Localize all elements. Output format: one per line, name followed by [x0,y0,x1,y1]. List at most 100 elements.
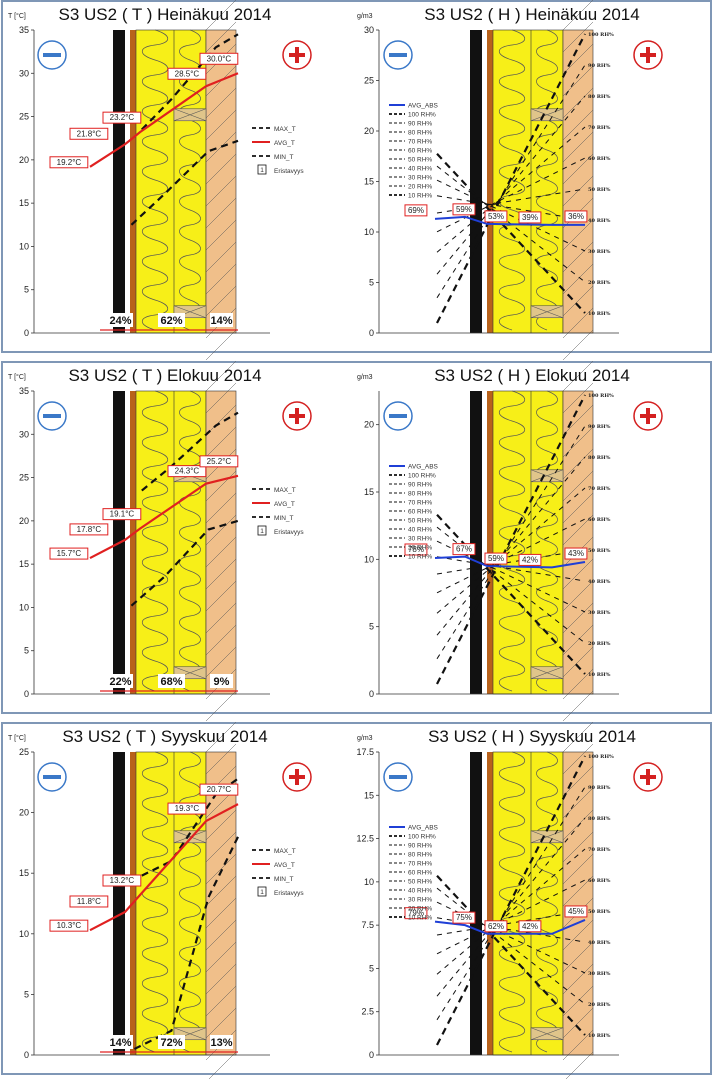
rh-curve [436,157,586,233]
legend-box-icon [257,164,267,175]
board-layer [130,30,136,333]
legend-label: 50 RH% [408,157,432,164]
stud-cross [530,469,564,483]
y-tick-label: 15 [19,868,29,878]
y-axis-label: g/m3 [357,374,373,381]
data-label-box [404,543,428,556]
data-label-box [564,547,588,560]
rh-curve [436,487,586,614]
data-label: 59% [456,205,472,214]
data-label-box [404,204,428,217]
legend-label: MAX_T [274,487,296,494]
air-gap-layer [482,752,487,1055]
data-label: 28.5°C [175,69,200,78]
y-tick-label: 15 [364,790,374,800]
percent-box [108,1035,133,1049]
rh-curve [436,456,586,636]
rh-curve [436,549,586,575]
chart-row-september: 0 5 10 15 20 25 S3 US2 ( T ) Syyskuu 2014 T [°C… [0,721,715,1079]
y-tick-label: 10 [19,929,29,939]
data-label-box [518,553,542,566]
percent-label: 9% [214,676,230,688]
stud-cross [173,108,207,122]
legend-label: Eristavyys [274,529,304,536]
legend-label: 100 RH% [408,112,436,119]
air-gap-layer [125,30,130,333]
percent-box [158,674,185,688]
vapour-barrier-layer [470,30,482,333]
y-tick-label: 10 [19,602,29,612]
data-label-box [452,203,476,216]
rh-scale-label: 30 RH% [588,249,611,255]
humidity-chart-july: 0 5 10 15 20 25 30 S3 US2 ( H ) Heinäkuu 2014 g/… [357,0,663,361]
rh-scale-label: 40 RH% [588,940,611,946]
rh-curve [436,179,586,252]
legend-label: 40 RH% [408,527,432,534]
legend-label: AVG_ABS [408,103,439,110]
y-axis-label: T [°C] [8,373,26,381]
percent-label: 14% [210,315,232,327]
legend-label: 30 RH% [408,897,432,904]
chart-title: S3 US2 ( T ) Heinäkuu 2014 [59,5,272,24]
data-label-box [518,920,542,933]
data-label-box [167,802,207,815]
y-tick-label: 0 [369,1050,374,1060]
percent-box [158,1035,185,1049]
temperature-chart-july: 0 5 10 15 20 25 30 35 S3 US2 ( T ) Heinäkuu 2014… [8,0,312,361]
air-gap-layer [482,30,487,333]
legend-label: 60 RH% [408,509,432,516]
legend-label: MIN_T [274,876,294,883]
rh-scale-label: 30 RH% [588,971,611,977]
y-tick-label: 15 [19,559,29,569]
legend-label: 100 RH% [408,473,436,480]
rh-curve [436,126,586,253]
temperature-chart-september: 0 5 10 15 20 25 S3 US2 ( T ) Syyskuu 2014 T [°C… [8,721,312,1079]
percent-box [210,674,233,688]
percent-label: 68% [160,676,182,688]
minus-icon [43,775,61,779]
data-label: 79% [408,909,424,918]
data-label-box [452,911,476,924]
wood-hatching [562,0,594,361]
y-tick-label: 5 [369,963,374,973]
data-label: 62% [488,922,504,931]
legend-label: 10 RH% [408,193,432,200]
rh-curve [436,910,586,936]
rh-curve [436,514,586,675]
stud-cross [530,666,564,680]
percent-label: 24% [109,315,131,327]
rh-curve [436,817,586,997]
rh-scale-label: 100 RH% [588,754,614,760]
y-axis-label: T [°C] [8,734,26,742]
legend-label: AVG_ABS [408,464,439,471]
y-tick-label: 2.5 [361,1007,374,1017]
rh-curve [436,153,586,314]
minus-icon [43,53,61,57]
avg-t-line [89,803,239,932]
plus-icon-v [646,408,650,424]
data-label-box [452,543,476,556]
data-label: 59% [488,554,504,563]
y-tick-label: 15 [364,177,374,187]
rh-scale-label: 10 RH% [588,311,611,317]
legend-box-number: 1 [260,528,264,535]
plus-icon-v [295,769,299,785]
y-tick-label: 17.5 [356,747,374,757]
data-label: 45% [568,907,584,916]
rh-curve [436,875,586,1036]
avg-abs-line [434,215,585,226]
insulation-pattern [141,751,201,1053]
data-label-box [69,523,109,536]
y-tick-label: 20 [19,516,29,526]
data-label-box [484,920,508,933]
air-gap-layer [125,391,130,694]
rh-curve [436,518,586,594]
data-label: 30.0°C [207,54,232,63]
y-tick-label: 30 [364,25,374,35]
y-tick-label: 12.5 [356,834,374,844]
rh-scale-label: 20 RH% [588,280,611,286]
y-tick-label: 15 [19,198,29,208]
chart-title: S3 US2 ( T ) Syyskuu 2014 [62,727,267,746]
y-tick-label: 10 [364,227,374,237]
minus-icon [389,53,407,57]
